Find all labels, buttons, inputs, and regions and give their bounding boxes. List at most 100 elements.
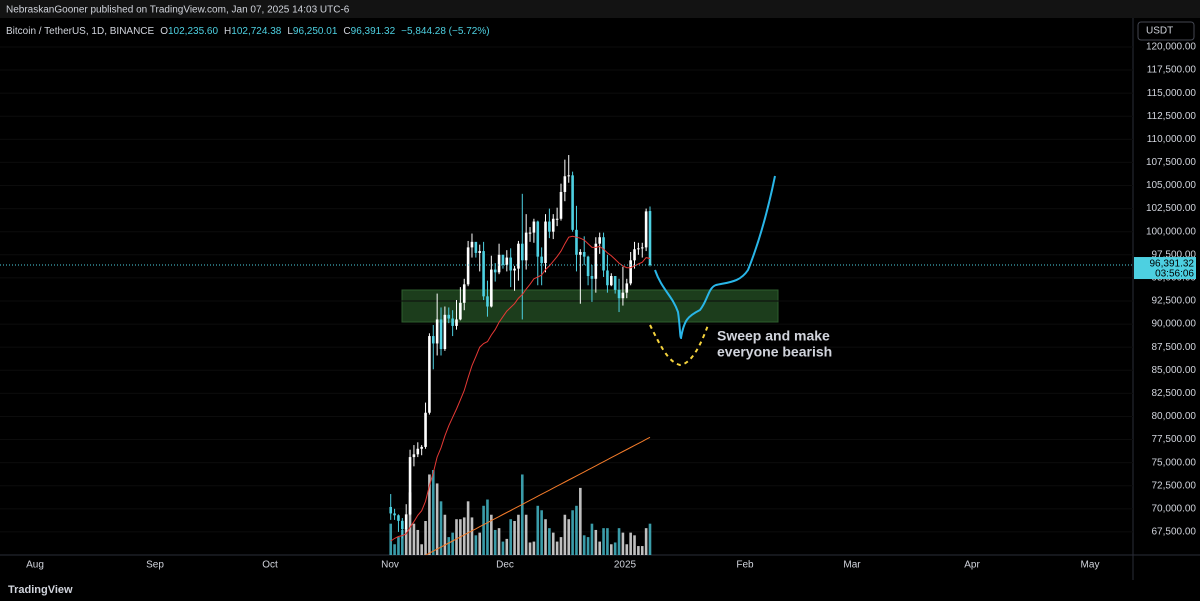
volume-bar <box>610 544 613 555</box>
y-tick-label: 80,000.00 <box>1152 411 1197 422</box>
candle-body <box>466 247 470 285</box>
y-tick-label: 107,500.00 <box>1146 157 1196 168</box>
moving-average <box>390 235 651 542</box>
volume-bar <box>424 521 427 555</box>
candle-body <box>644 211 648 248</box>
legend-item: H <box>224 26 231 37</box>
candle-body <box>462 284 466 303</box>
candle-body <box>586 256 590 277</box>
candle-body <box>424 412 427 447</box>
candle-body <box>524 232 528 261</box>
legend-item: 96,391.32 <box>351 26 396 37</box>
candle-body <box>455 319 458 326</box>
candle-body <box>408 457 412 515</box>
volume-bar <box>548 528 551 555</box>
candle-body <box>478 251 482 253</box>
header-text: NebraskanGooner published on TradingView… <box>6 5 350 16</box>
y-tick-label: 85,000.00 <box>1152 365 1197 376</box>
candle-body <box>493 269 497 273</box>
candle-body <box>412 454 416 458</box>
volume-bar <box>582 535 586 555</box>
legend-item: 96,250.01 <box>293 26 338 37</box>
candle-body <box>648 211 652 266</box>
volume-bar <box>617 528 621 555</box>
volume-bar <box>435 483 439 555</box>
y-tick-label: 115,000.00 <box>1147 88 1197 99</box>
volume-bar <box>482 505 485 555</box>
candle-body <box>555 218 559 220</box>
volume-bar <box>505 538 509 555</box>
volume-bar <box>486 499 489 555</box>
legend: Bitcoin / TetherUS, 1D, BINANCE O102,235.… <box>6 26 490 37</box>
volume-bar <box>478 532 482 555</box>
volume-bar <box>404 528 408 555</box>
volume-bar <box>389 523 393 555</box>
candle-body <box>416 448 420 455</box>
legend-item: C <box>343 26 350 37</box>
volume-bar <box>640 546 644 555</box>
candle-body <box>509 257 512 271</box>
brand: TradingView <box>8 584 73 596</box>
candle-body <box>513 268 516 271</box>
x-tick-label: Nov <box>381 560 399 571</box>
candle-body <box>397 515 400 521</box>
candle-body <box>401 520 404 530</box>
volume-bar <box>625 544 629 555</box>
volume-bar <box>590 523 594 555</box>
volume-bar <box>540 510 543 555</box>
candle-body <box>613 276 617 290</box>
currency: USDT <box>1146 26 1173 37</box>
volume-bar <box>501 541 505 555</box>
volume-bar <box>443 514 447 555</box>
volume-bar <box>629 532 632 555</box>
volume-bar <box>571 510 574 555</box>
x-tick-label: Oct <box>262 560 278 571</box>
volume-bar <box>621 532 625 555</box>
volume-bar <box>497 528 501 555</box>
volume-bar <box>439 501 443 555</box>
volume-bar <box>613 542 617 555</box>
y-tick-label: 77,500.00 <box>1152 434 1197 445</box>
candle-body <box>629 260 632 284</box>
candle-body <box>625 283 629 293</box>
demand-zone <box>401 289 779 323</box>
legend-item: −5,844.28 (−5.72%) <box>401 26 489 37</box>
y-tick-label: 87,500.00 <box>1152 342 1197 353</box>
x-tick-label: Dec <box>496 560 514 571</box>
candle-body <box>544 221 547 264</box>
y-tick-label: 75,000.00 <box>1152 457 1197 468</box>
candle-body <box>404 514 408 530</box>
volume-bar <box>563 514 567 555</box>
candle-body <box>517 243 520 269</box>
y-tick-label: 90,000.00 <box>1152 319 1197 330</box>
candle-body <box>563 176 567 192</box>
volume-bar <box>579 487 582 555</box>
volume-bar <box>544 519 547 555</box>
volume-bar <box>606 528 609 555</box>
volume-bar <box>517 514 520 555</box>
volume-bar <box>575 505 578 555</box>
last-price-box <box>1134 257 1196 280</box>
candle-body <box>637 248 640 250</box>
candle-body <box>602 237 605 271</box>
volume-bar <box>470 517 474 555</box>
candle-body <box>431 336 435 344</box>
x-tick-label: May <box>1081 560 1100 571</box>
header-bar <box>0 0 1200 18</box>
candle-body <box>606 270 609 286</box>
candle-body <box>571 175 574 230</box>
candle-body <box>428 336 431 413</box>
volume-bar <box>644 528 648 555</box>
x-tick-label: 2025 <box>614 560 637 571</box>
candle-body <box>505 257 509 265</box>
moving-average <box>424 436 651 555</box>
volume-bar <box>536 505 540 555</box>
candle-body <box>582 252 586 257</box>
candle-body <box>439 319 443 350</box>
volume-bar <box>555 541 559 555</box>
candle-body <box>520 243 524 261</box>
legend-item: Bitcoin / TetherUS, 1D, BINANCE <box>6 26 155 37</box>
volume-bar <box>408 492 412 555</box>
legend-item: 102,724.38 <box>231 26 281 37</box>
y-tick-label: 92,500.00 <box>1152 296 1197 307</box>
